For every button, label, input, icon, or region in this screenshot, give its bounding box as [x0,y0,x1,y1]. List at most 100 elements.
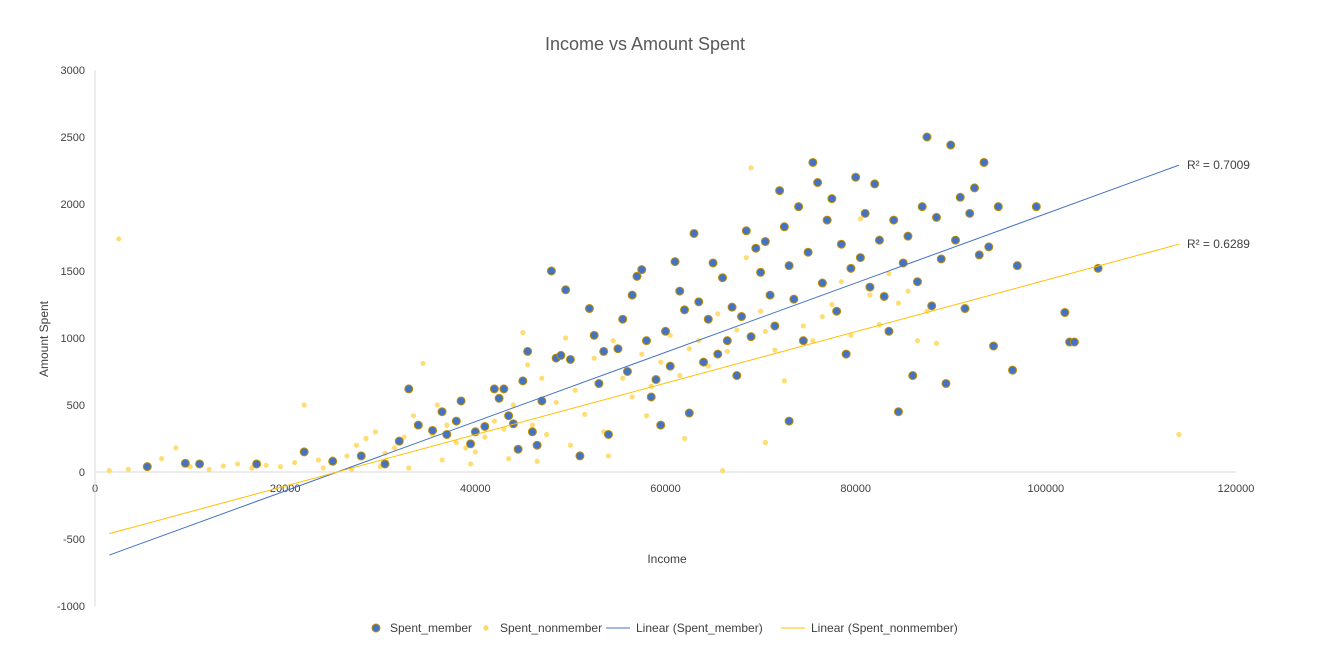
member-point [641,336,651,346]
nonmember-point [292,460,298,466]
nonmember-point [263,462,269,468]
member-point [713,349,723,359]
member-point [941,379,951,389]
member-point [993,202,1003,212]
member-point [827,194,837,204]
member-point [394,436,404,446]
nonmember-point [277,464,284,470]
member-point [670,257,680,267]
member-point [870,179,880,189]
nonmember-point [719,468,726,474]
member-point [651,375,661,385]
member-point [599,346,609,356]
member-point [874,235,884,245]
nonmember-point [857,216,864,222]
member-point [955,192,965,202]
member-point [180,458,190,468]
trendline-member [109,164,1180,556]
nonmember-point [344,453,350,459]
nonmember-point [520,330,526,336]
x-tick-label: 40000 [460,483,491,495]
member-point [556,350,566,360]
nonmember-point [534,458,540,464]
member-point [451,416,461,426]
r2-label-nonmember: R² = 0.6289 [1187,237,1250,251]
member-point [765,290,775,300]
nonmember-point [772,347,778,353]
x-tick-label: 20000 [270,483,301,495]
nonmember-point [620,375,626,381]
member-point [142,462,152,472]
nonmember-point [848,332,854,338]
member-point [646,392,656,402]
nonmember-point [762,439,768,446]
member-point [684,408,694,418]
member-point [817,278,827,288]
legend-label: Spent_nonmember [500,621,602,635]
nonmember-point [886,271,892,277]
nonmember-point [529,422,535,428]
member-point [989,341,999,351]
nonmember-point [933,340,940,346]
member-point [404,384,414,394]
member-point [680,305,690,315]
x-tick-label: 100000 [1027,483,1064,495]
nonmember-point [353,442,360,448]
member-point [632,271,642,281]
member-point [675,286,685,296]
nonmember-point [544,431,550,438]
legend-item: Linear (Spent_member) [606,621,763,635]
y-tick-label: 1500 [61,266,85,278]
member-point [1069,337,1079,347]
member-point [518,376,528,386]
member-point [622,367,632,376]
nonmember-point [658,359,664,365]
legend-item: Spent_nonmember [483,621,602,635]
member-point [798,336,808,346]
trend-lines: R² = 0.7009 R² = 0.6289 [109,158,1250,556]
nonmember-point [482,434,488,440]
member-point [499,384,509,394]
member-point [480,421,490,431]
series-nonmember-points [106,165,1182,474]
member-point [784,261,794,271]
nonmember-point [206,466,212,472]
member-point [779,222,789,232]
member-point [546,266,556,276]
nonmember-point [315,457,322,463]
nonmember-point [829,301,835,308]
member-point [413,420,423,430]
nonmember-point [434,402,440,408]
member-point [970,183,980,193]
nonmember-point [914,338,921,344]
member-point [694,297,704,307]
member-point [252,459,262,469]
nonmember-point [905,288,911,294]
r2-label-member: R² = 0.7009 [1187,158,1250,172]
member-point [803,247,813,257]
member-point [927,301,937,311]
member-point [1008,365,1018,375]
x-tick-label: 60000 [650,483,681,495]
member-point [865,282,875,292]
legend-item: Linear (Spent_nonmember) [781,621,958,635]
member-point [751,243,761,253]
member-point [603,429,613,439]
nonmember-point [629,394,635,400]
nonmember-point [553,399,559,405]
nonmember-point [363,435,369,442]
member-point [489,384,499,394]
member-point [960,304,970,314]
nonmember-point [582,411,588,417]
nonmember-point [506,456,512,462]
member-point [732,371,742,381]
member-point [699,357,709,367]
member-point [979,157,989,167]
legend-marker [371,623,381,633]
nonmember-point [734,327,740,333]
nonmember-point [643,413,650,419]
member-point [946,140,956,150]
nonmember-point [567,442,574,448]
member-point [618,314,628,324]
